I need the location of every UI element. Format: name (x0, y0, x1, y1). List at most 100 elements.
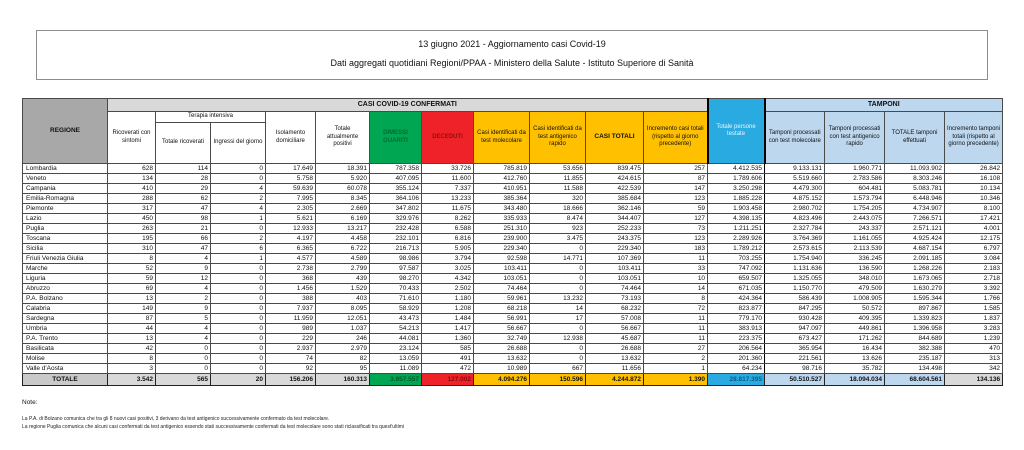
table-cell: 4.734.907 (884, 203, 946, 214)
table-cell: 10 (642, 273, 709, 284)
table-cell: 368 (265, 273, 316, 284)
table-cell: 1.339.823 (884, 313, 946, 324)
table-cell: 33 (642, 263, 709, 274)
table-cell: 10.989 (473, 363, 530, 374)
bulletin-subtitle: Dati aggregati quotidiani Regioni/PPAA -… (330, 58, 694, 68)
table-cell: 27 (642, 343, 709, 354)
region-name: Liguria (22, 273, 108, 284)
table-cell: 45.687 (585, 333, 644, 344)
table-cell: 59 (642, 203, 709, 214)
table-cell: 288 (107, 193, 156, 204)
region-name: Basilicata (22, 343, 108, 354)
region-name: Calabria (22, 303, 108, 314)
table-row: Sardegna 87 5 0 11.959 12.051 43.473 1.484 56.99… (22, 313, 1004, 324)
table-cell: 8.474 (529, 213, 586, 224)
table-cell: 0 (529, 263, 586, 274)
table-cell: 2.979 (315, 343, 370, 354)
table-cell: 2 (210, 193, 266, 204)
table-cell: 17 (529, 313, 586, 324)
table-cell: 424.615 (585, 173, 644, 184)
totale-row: TOTALE 3.542 565 20 156.206 160.313 3.957.557 1… (22, 373, 1004, 386)
header-ricoverati: Ricoverati con sintomi (107, 111, 156, 164)
totale-cell: 3.542 (107, 373, 156, 386)
table-cell: 10.346 (944, 193, 1004, 204)
totale-cell: 4.094.276 (473, 373, 530, 386)
table-cell: 4 (155, 333, 211, 344)
table-cell: 385.684 (585, 193, 644, 204)
table-cell: 4.823.496 (764, 213, 826, 224)
table-cell: 97.587 (369, 263, 422, 274)
table-cell: 0 (529, 323, 586, 334)
table-cell: 1.595.344 (884, 293, 946, 304)
table-cell: 342 (944, 363, 1004, 374)
table-cell: 54.213 (369, 323, 422, 334)
table-cell: 35.782 (824, 363, 886, 374)
table-cell: 422.539 (585, 183, 644, 194)
table-cell: 779.170 (707, 313, 766, 324)
table-cell: 74.464 (585, 283, 644, 294)
table-cell: 11.093.902 (884, 163, 946, 174)
table-cell: 2.571.121 (884, 223, 946, 234)
table-cell: 2 (210, 233, 266, 244)
table-cell: 8.262 (421, 213, 474, 224)
table-cell: 1.008.905 (824, 293, 886, 304)
table-cell: 147 (642, 183, 709, 194)
region-name: Valle d'Aosta (22, 363, 108, 374)
table-row: Marche 52 9 0 2.738 2.799 97.587 3.025 103.411 0 1… (22, 263, 1004, 274)
table-cell: 4.342 (421, 273, 474, 284)
table-cell: 0 (155, 363, 211, 374)
table-cell: 13 (107, 293, 156, 304)
table-cell: 243.375 (585, 233, 644, 244)
table-cell: 9.133.131 (764, 163, 826, 174)
table-row: Friuli Venezia Giulia 8 4 1 4.577 4.589 98.986… (22, 253, 1004, 264)
header-deceduti: DECEDUTI (421, 111, 474, 164)
table-cell: 1.131.636 (764, 263, 826, 274)
table-cell: 1.150.770 (764, 283, 826, 294)
table-cell: 44 (107, 323, 156, 334)
table-cell: 839.475 (585, 163, 644, 174)
table-cell: 12.938 (529, 333, 586, 344)
region-name: Umbria (22, 323, 108, 334)
table-cell: 95 (315, 363, 370, 374)
table-cell: 5.621 (265, 213, 316, 224)
table-cell: 72 (642, 303, 709, 314)
table-cell: 8.095 (315, 303, 370, 314)
table-cell: 2 (155, 293, 211, 304)
table-cell: 470 (944, 343, 1004, 354)
table-row: Puglia 263 21 0 12.933 13.217 232.428 6.588 251.… (22, 223, 1004, 234)
table-cell: 5.758 (265, 173, 316, 184)
table-cell: 21 (155, 223, 211, 234)
table-cell: 348.010 (824, 273, 886, 284)
table-cell: 5.083.781 (884, 183, 946, 194)
region-name: Lombardia (22, 163, 108, 174)
table-cell: 335.933 (473, 213, 530, 224)
table-cell: 11.675 (421, 203, 474, 214)
table-cell: 8 (107, 253, 156, 264)
table-cell: 53.656 (529, 163, 586, 174)
table-cell: 14 (529, 303, 586, 314)
totale-cell: 134.136 (944, 373, 1004, 386)
table-row: Umbria 44 4 0 989 1.037 54.213 1.417 56.667 0 56.6… (22, 323, 1004, 334)
table-cell: 3 (107, 363, 156, 374)
table-cell: 0 (210, 313, 266, 324)
table-cell: 673.427 (764, 333, 826, 344)
table-cell: 329.976 (369, 213, 422, 224)
table-header: REGIONE CASI COVID-19 CONFERMATI Totale … (22, 98, 1004, 164)
table-cell: 10.134 (944, 183, 1004, 194)
table-cell: 87 (107, 313, 156, 324)
table-cell: 103.411 (585, 263, 644, 274)
table-cell: 183 (642, 243, 709, 254)
region-name: P.A. Bolzano (22, 293, 108, 304)
table-cell: 17.649 (265, 163, 316, 174)
table-cell: 252.233 (585, 223, 644, 234)
region-name: Sicilia (22, 243, 108, 254)
table-cell: 2.327.784 (764, 223, 826, 234)
table-cell: 13.232 (529, 293, 586, 304)
table-cell: 2.091.185 (884, 253, 946, 264)
table-cell: 347.802 (369, 203, 422, 214)
table-cell: 4.197 (265, 233, 316, 244)
table-cell: 70.433 (369, 283, 422, 294)
table-cell: 82 (315, 353, 370, 364)
table-cell: 42 (107, 343, 156, 354)
table-cell: 0 (210, 353, 266, 364)
